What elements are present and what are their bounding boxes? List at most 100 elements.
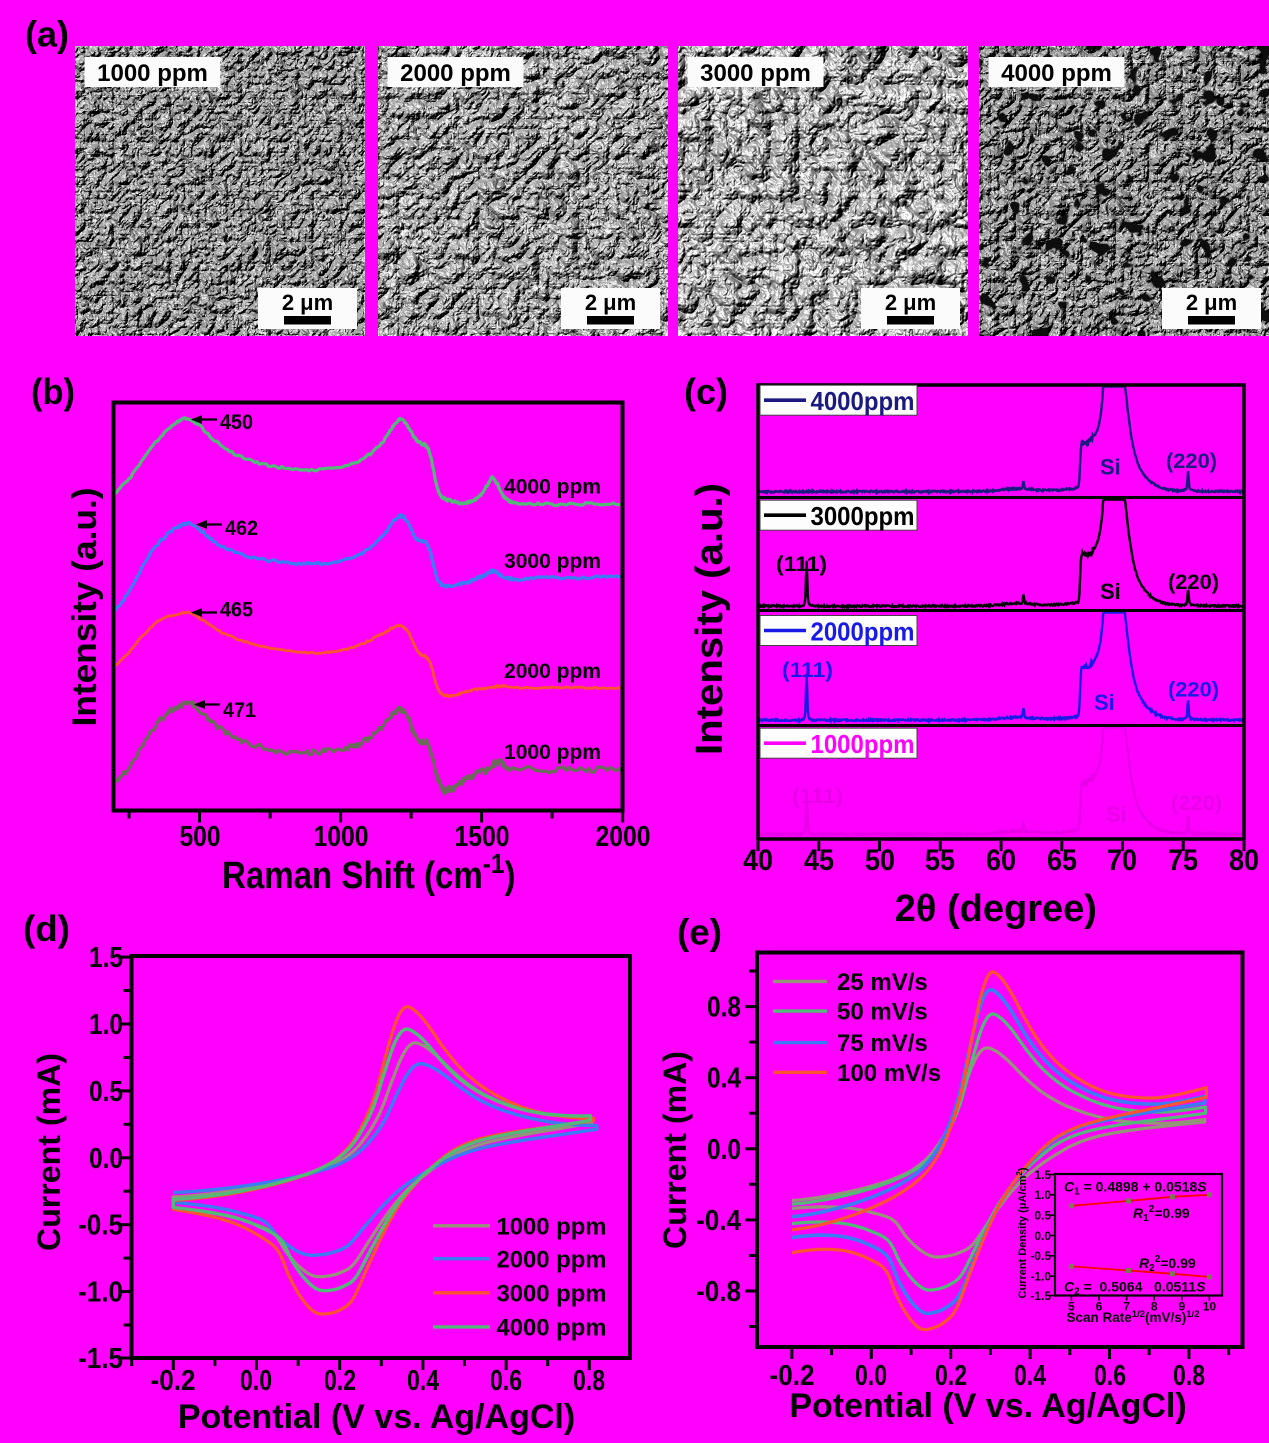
- svg-text:0.2: 0.2: [324, 1365, 356, 1397]
- svg-text:9: 9: [1178, 1300, 1185, 1314]
- svg-text:3000 ppm: 3000 ppm: [497, 1280, 607, 1307]
- svg-text:Si: Si: [1106, 802, 1127, 827]
- svg-text:0.0: 0.0: [707, 1134, 741, 1166]
- svg-text:Potential (V vs. Ag/AgCl): Potential (V vs. Ag/AgCl): [789, 1387, 1186, 1425]
- svg-text:2θ (degree): 2θ (degree): [895, 888, 1097, 930]
- svg-text:Intensity (a.u.): Intensity (a.u.): [689, 483, 731, 755]
- svg-text:4000 ppm: 4000 ppm: [504, 476, 601, 499]
- svg-text:-1.5: -1.5: [78, 1343, 123, 1375]
- svg-text:Si: Si: [1100, 455, 1121, 480]
- svg-text:0.8: 0.8: [707, 992, 741, 1024]
- svg-text:6: 6: [1096, 1300, 1103, 1314]
- svg-text:Current Density (μA/cm2): Current Density (μA/cm2): [1015, 1167, 1029, 1298]
- svg-text:0.5: 0.5: [89, 1076, 123, 1108]
- svg-text:1.5: 1.5: [89, 942, 123, 974]
- svg-text:40: 40: [743, 844, 773, 877]
- svg-text:Intensity (a.u.): Intensity (a.u.): [66, 488, 104, 727]
- svg-text:3000 ppm: 3000 ppm: [504, 550, 601, 573]
- svg-text:75: 75: [1168, 844, 1198, 877]
- svg-text:45: 45: [804, 844, 834, 877]
- svg-text:(220): (220): [1168, 571, 1219, 594]
- svg-text:4000ppm: 4000ppm: [811, 386, 915, 416]
- svg-text:(220): (220): [1168, 679, 1219, 702]
- svg-text:75 mV/s: 75 mV/s: [837, 1030, 928, 1057]
- svg-text:2000 ppm: 2000 ppm: [497, 1246, 607, 1273]
- svg-text:0.5: 0.5: [1034, 1208, 1051, 1222]
- svg-text:0.8: 0.8: [573, 1365, 605, 1397]
- svg-text:1000: 1000: [314, 821, 369, 853]
- svg-text:0.0: 0.0: [855, 1360, 887, 1392]
- svg-text:4000 ppm: 4000 ppm: [497, 1315, 607, 1342]
- svg-text:465: 465: [220, 599, 253, 622]
- svg-text:50: 50: [865, 844, 895, 877]
- svg-text:450: 450: [220, 411, 253, 434]
- svg-text:(220): (220): [1171, 792, 1222, 815]
- svg-text:1.0: 1.0: [1034, 1188, 1051, 1202]
- svg-text:0.0: 0.0: [89, 1143, 123, 1175]
- svg-text:-1.0: -1.0: [78, 1277, 123, 1309]
- svg-text:0.6: 0.6: [490, 1365, 522, 1397]
- svg-text:-0.2: -0.2: [770, 1360, 815, 1392]
- svg-text:5: 5: [1068, 1300, 1075, 1314]
- svg-text:R22=0.99: R22=0.99: [1139, 1254, 1196, 1274]
- svg-text:80: 80: [1229, 844, 1259, 877]
- svg-text:-1.0: -1.0: [1030, 1270, 1051, 1284]
- svg-text:60: 60: [986, 844, 1016, 877]
- svg-text:(111): (111): [776, 553, 827, 576]
- svg-text:-0.4: -0.4: [696, 1205, 741, 1237]
- svg-text:-0.5: -0.5: [1030, 1249, 1051, 1263]
- svg-text:(111): (111): [782, 659, 833, 682]
- svg-text:50 mV/s: 50 mV/s: [837, 999, 928, 1026]
- svg-text:462: 462: [225, 517, 258, 540]
- svg-text:(111): (111): [792, 785, 843, 808]
- svg-text:1000 ppm: 1000 ppm: [97, 60, 208, 87]
- svg-text:2000ppm: 2000ppm: [811, 617, 915, 647]
- svg-text:0.4: 0.4: [707, 1063, 741, 1095]
- svg-text:1.0: 1.0: [89, 1009, 123, 1041]
- svg-text:-0.8: -0.8: [696, 1276, 741, 1308]
- svg-text:0.4: 0.4: [1014, 1360, 1046, 1392]
- svg-text:55: 55: [925, 844, 955, 877]
- svg-text:0.4: 0.4: [407, 1365, 439, 1397]
- svg-text:1.5: 1.5: [1034, 1168, 1051, 1182]
- svg-text:2 μm: 2 μm: [282, 290, 333, 315]
- svg-text:0.8: 0.8: [1173, 1360, 1205, 1392]
- svg-text:2000 ppm: 2000 ppm: [400, 60, 511, 87]
- svg-text:0.6: 0.6: [1094, 1360, 1126, 1392]
- svg-text:(b): (b): [31, 371, 75, 412]
- svg-text:8: 8: [1151, 1300, 1158, 1314]
- svg-text:3000ppm: 3000ppm: [811, 501, 915, 531]
- svg-text:(e): (e): [677, 912, 722, 953]
- svg-text:100 mV/s: 100 mV/s: [837, 1060, 941, 1087]
- svg-text:10: 10: [1203, 1300, 1217, 1314]
- svg-text:Current (mA): Current (mA): [31, 1053, 67, 1251]
- svg-text:Current (mA): Current (mA): [657, 1051, 693, 1249]
- svg-text:2 μm: 2 μm: [1186, 290, 1237, 315]
- svg-text:(220): (220): [1166, 450, 1217, 473]
- svg-text:(a): (a): [25, 14, 69, 55]
- svg-text:C1 = 0.4898 + 0.0518S: C1 = 0.4898 + 0.0518S: [1064, 1178, 1207, 1197]
- svg-text:Si: Si: [1100, 579, 1121, 604]
- svg-text:-1.5: -1.5: [1030, 1289, 1051, 1303]
- svg-text:2 μm: 2 μm: [585, 290, 636, 315]
- svg-text:65: 65: [1047, 844, 1077, 877]
- svg-text:-0.5: -0.5: [78, 1210, 123, 1242]
- svg-text:(c): (c): [684, 371, 728, 412]
- svg-text:Scan Rate1/2(mV/s)1/2: Scan Rate1/2(mV/s)1/2: [1067, 1309, 1200, 1325]
- svg-text:500: 500: [180, 821, 221, 853]
- svg-text:Si: Si: [1094, 690, 1115, 715]
- svg-text:7: 7: [1123, 1300, 1130, 1314]
- svg-text:Potential (V vs. Ag/AgCl): Potential (V vs. Ag/AgCl): [178, 1398, 575, 1436]
- svg-text:25 mV/s: 25 mV/s: [837, 969, 928, 996]
- svg-text:70: 70: [1107, 844, 1137, 877]
- svg-text:2000 ppm: 2000 ppm: [504, 660, 601, 683]
- svg-text:C2 = 0.5064 0.0511S: C2 = 0.5064 0.0511S: [1064, 1278, 1206, 1297]
- svg-text:1500: 1500: [455, 821, 510, 853]
- svg-text:1000ppm: 1000ppm: [811, 729, 915, 759]
- svg-text:R12=0.99: R12=0.99: [1133, 1204, 1190, 1224]
- svg-text:4000 ppm: 4000 ppm: [1001, 60, 1112, 87]
- svg-text:2000: 2000: [596, 821, 651, 853]
- svg-text:0.0: 0.0: [1034, 1229, 1051, 1243]
- svg-text:3000 ppm: 3000 ppm: [700, 60, 811, 87]
- svg-text:-0.2: -0.2: [151, 1365, 196, 1397]
